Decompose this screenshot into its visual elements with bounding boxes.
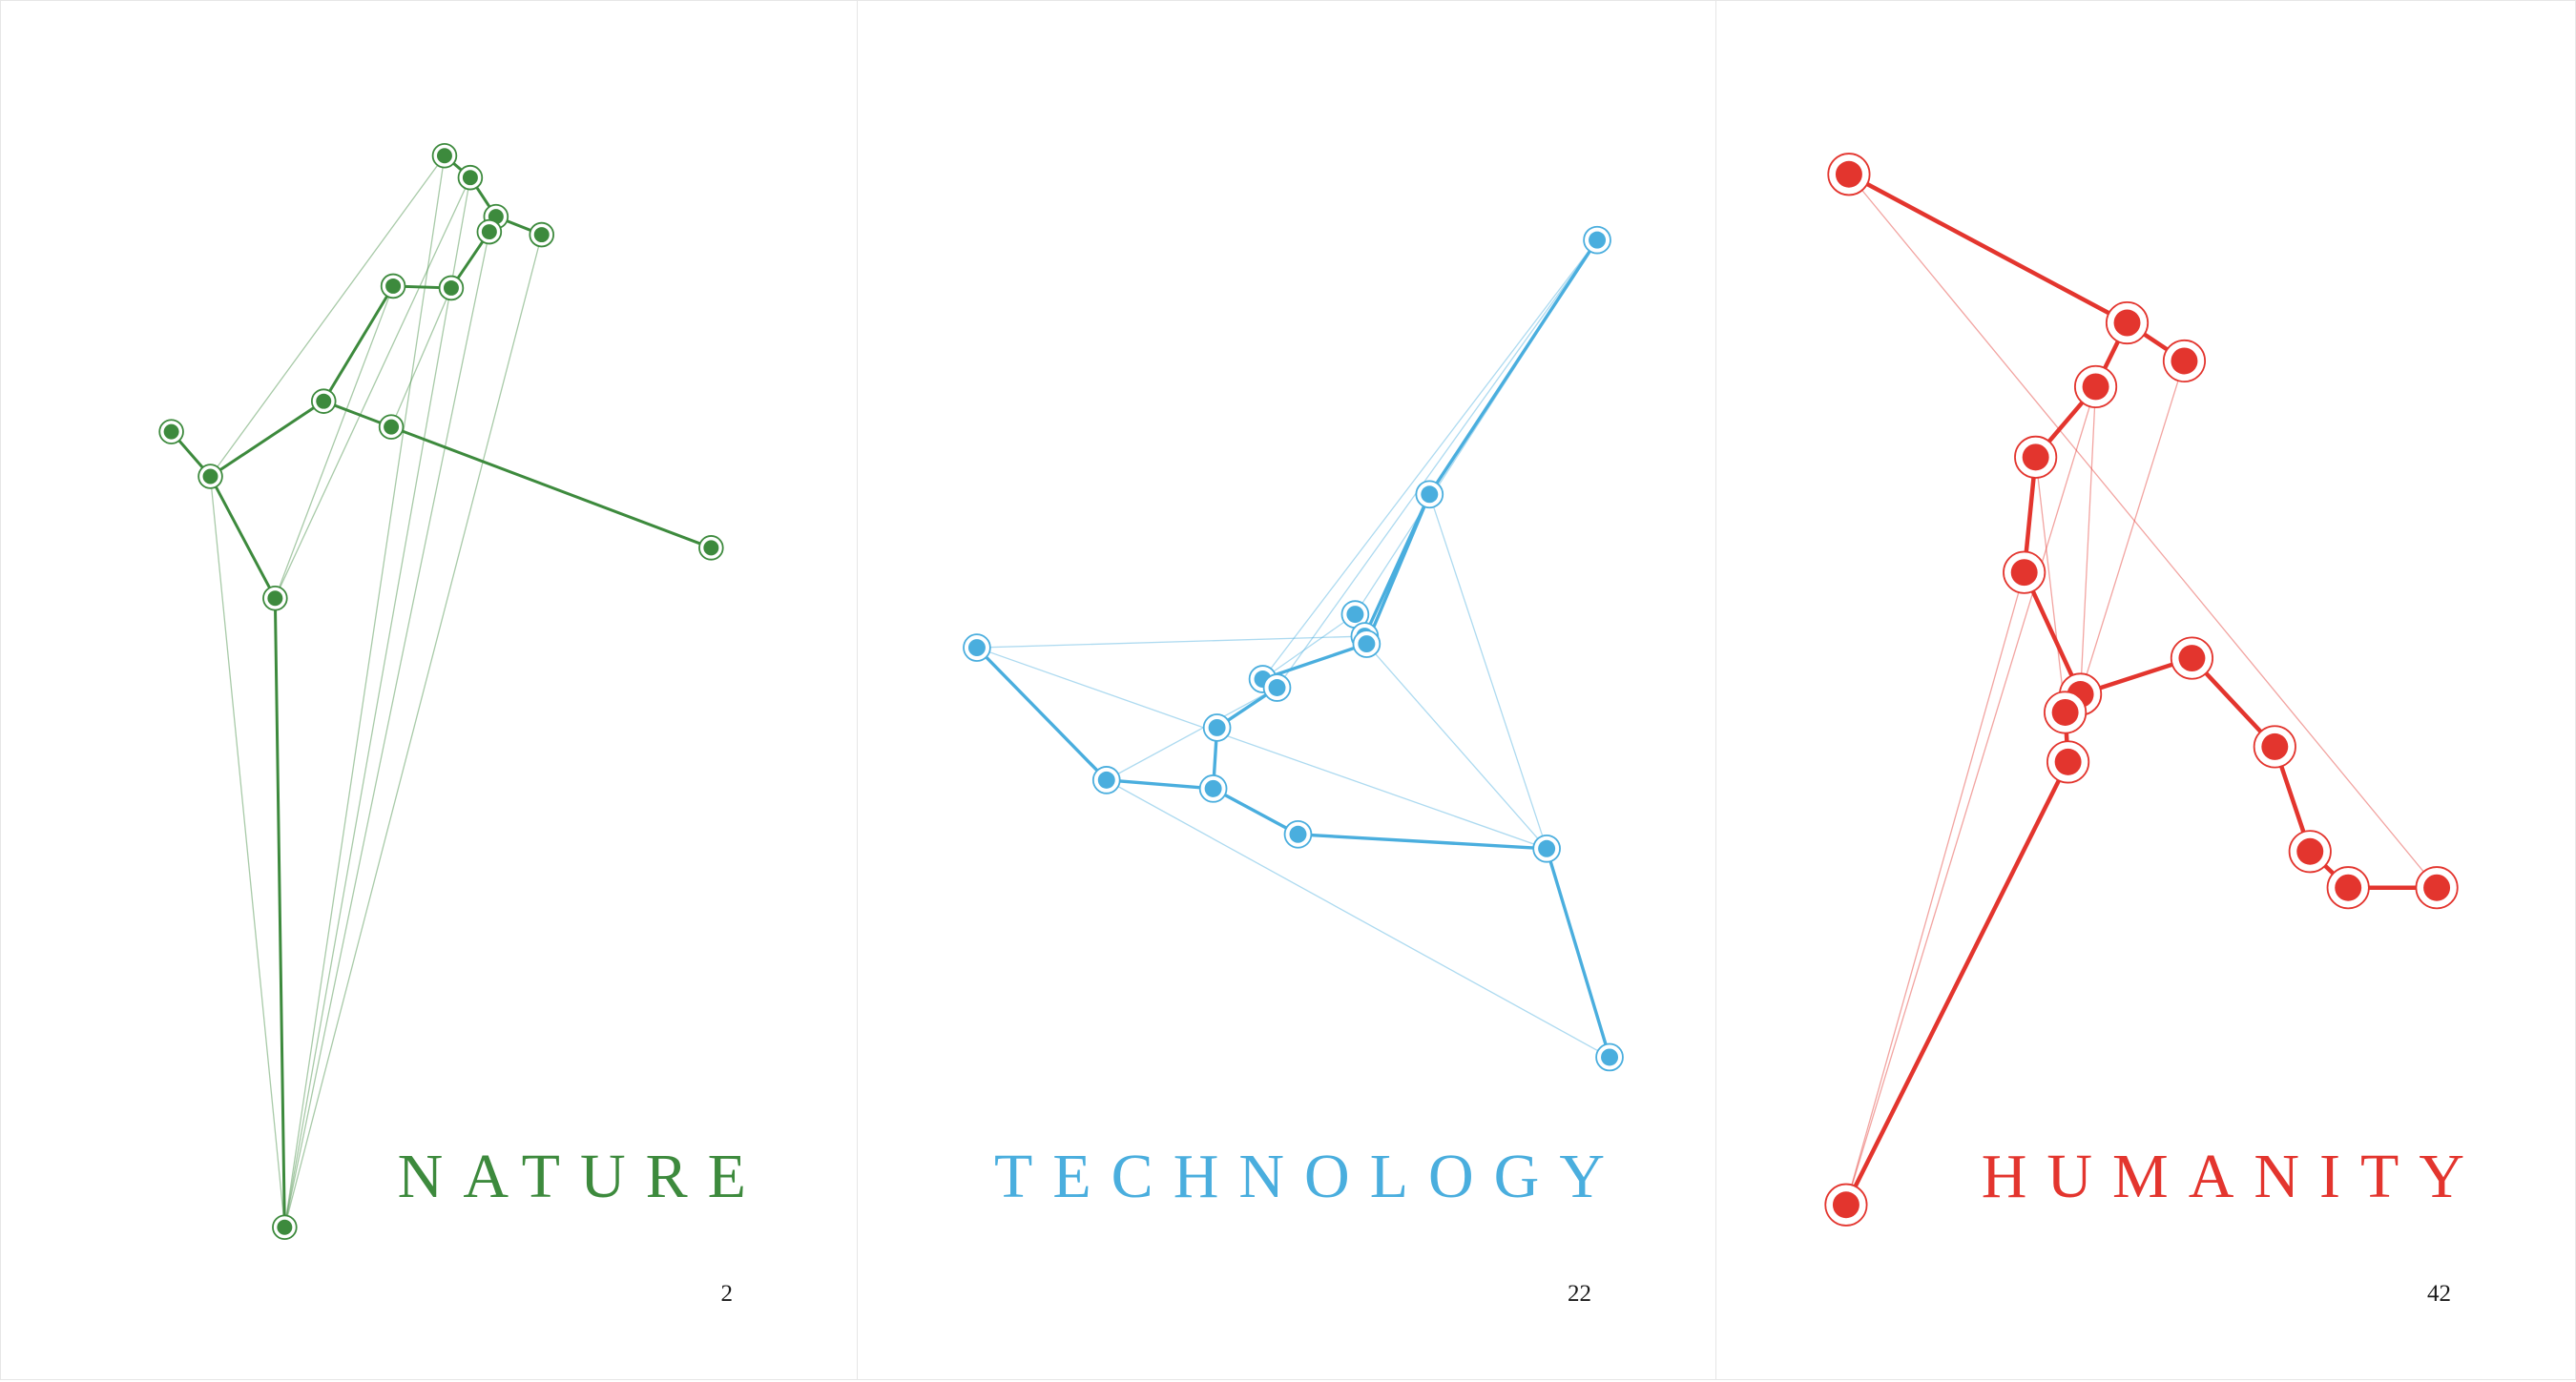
nature-node	[698, 535, 724, 561]
technology-node	[1415, 480, 1444, 509]
technology-faint-edge	[1365, 643, 1548, 850]
humanity-network-diagram	[1824, 153, 2459, 1227]
humanity-node	[2253, 725, 2296, 769]
technology-node	[1091, 766, 1121, 794]
technology-edge	[1296, 833, 1548, 851]
technology-edge	[1260, 642, 1369, 681]
page-technology: TECHNOLOGY 22	[858, 0, 1716, 1380]
nature-faint-edge	[274, 176, 471, 599]
technology-node	[1532, 834, 1561, 863]
technology-node	[1283, 819, 1313, 849]
humanity-node	[1827, 153, 1871, 196]
humanity-node	[2003, 550, 2046, 594]
humanity-faint-edge	[2035, 457, 2067, 713]
nature-page-number: 2	[720, 1281, 734, 1307]
humanity-node	[2105, 300, 2150, 345]
page-nature: NATURE 2	[0, 0, 858, 1380]
technology-node	[1583, 225, 1611, 255]
nature-edge	[389, 425, 713, 549]
nature-node	[158, 419, 184, 444]
technology-edge	[1427, 237, 1599, 496]
humanity-faint-edge	[1845, 386, 2097, 1206]
nature-node	[310, 388, 337, 414]
technology-node	[1198, 774, 1228, 803]
nature-node	[272, 1214, 298, 1241]
technology-faint-edge	[976, 647, 1548, 850]
technology-faint-edge	[1262, 613, 1356, 680]
humanity-node	[2074, 364, 2118, 409]
technology-node	[1595, 1042, 1624, 1072]
nature-node	[378, 414, 405, 440]
humanity-edge	[2022, 569, 2083, 697]
nature-network-diagram	[158, 142, 724, 1241]
humanity-faint-edge	[2079, 386, 2097, 695]
nature-edge	[209, 400, 325, 478]
nature-node	[380, 273, 406, 299]
nature-faint-edge	[390, 287, 452, 427]
technology-node	[963, 633, 991, 662]
humanity-node	[2014, 435, 2058, 479]
humanity-node	[2288, 830, 2332, 874]
nature-faint-edge	[274, 285, 394, 599]
nature-edge	[209, 475, 277, 600]
technology-node	[1262, 673, 1292, 702]
technology-edge	[975, 646, 1109, 782]
nature-node	[476, 218, 503, 245]
nature-faint-edge	[209, 155, 446, 477]
nature-node	[457, 164, 484, 191]
nature-node	[438, 275, 465, 301]
humanity-node	[2046, 740, 2090, 784]
nature-faint-edge	[283, 155, 446, 1227]
technology-edge	[1545, 847, 1611, 1060]
nature-node	[262, 585, 288, 611]
humanity-title: HUMANITY	[1981, 1142, 2484, 1211]
nature-node	[431, 142, 458, 169]
nature-faint-edge	[283, 177, 471, 1227]
technology-faint-edge	[1106, 779, 1610, 1059]
technology-faint-edge	[1428, 494, 1548, 849]
technology-edge	[1364, 492, 1431, 646]
humanity-node	[2326, 866, 2370, 910]
humanity-node	[2170, 636, 2214, 680]
nature-edge	[273, 596, 286, 1229]
nature-faint-edge	[209, 476, 285, 1227]
technology-faint-edge	[1106, 687, 1278, 781]
humanity-faint-edge	[1845, 571, 2025, 1206]
technology-edge	[1105, 778, 1215, 791]
page-humanity: HUMANITY 42	[1716, 0, 2576, 1380]
humanity-faint-edge	[1848, 174, 2438, 889]
humanity-edge	[1846, 172, 2129, 325]
nature-faint-edge	[283, 231, 490, 1227]
nature-node	[529, 221, 555, 248]
humanity-node	[2162, 339, 2207, 383]
humanity-node	[2415, 866, 2459, 910]
technology-edge	[1211, 787, 1300, 836]
technology-node	[1352, 629, 1381, 658]
humanity-page-number: 42	[2427, 1281, 2451, 1307]
technology-faint-edge	[1276, 239, 1598, 689]
humanity-node	[2044, 691, 2088, 734]
nature-edge	[322, 284, 395, 403]
humanity-node	[1824, 1183, 1868, 1227]
technology-faint-edge	[976, 635, 1365, 649]
nature-title: NATURE	[397, 1142, 766, 1211]
technology-faint-edge	[1262, 239, 1598, 680]
technology-network-diagram	[963, 225, 1624, 1072]
humanity-edge	[1843, 759, 2070, 1207]
nature-faint-edge	[283, 234, 543, 1227]
technology-page-number: 22	[1568, 1281, 1591, 1307]
nature-node	[197, 464, 223, 489]
technology-node	[1202, 713, 1232, 742]
technology-title: TECHNOLOGY	[994, 1142, 1625, 1211]
humanity-faint-edge	[2079, 361, 2186, 695]
